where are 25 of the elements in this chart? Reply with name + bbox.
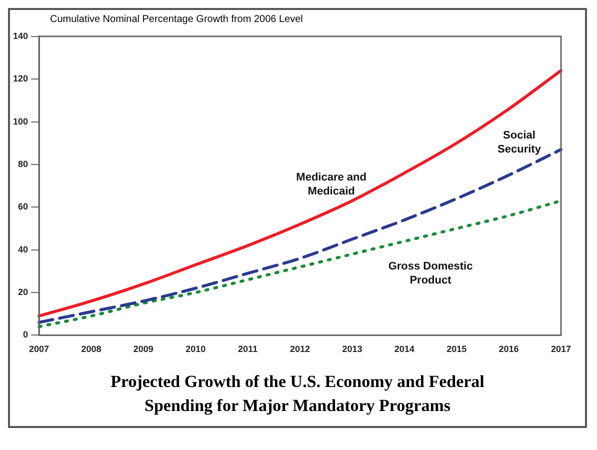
series-label: Social Security: [498, 129, 542, 156]
y-tick-label: 60: [18, 202, 28, 212]
series-label: Medicare and Medicaid: [296, 172, 366, 198]
x-tick-label: 2014: [394, 344, 414, 354]
y-tick-label: 40: [18, 244, 28, 254]
x-tick-label: 2017: [550, 344, 572, 354]
y-tick-label: 100: [12, 116, 28, 126]
y-axis-title: Cumulative Nominal Percentage Growth from 2006 Level: [50, 14, 304, 27]
x-tick-label: 2015: [446, 344, 467, 354]
x-tick-label: 2016: [498, 344, 519, 354]
y-tick-label: 120: [12, 74, 28, 84]
y-tick-label: 140: [12, 30, 28, 41]
y-tick-label: 80: [18, 158, 28, 169]
x-tick-label: 2009: [133, 344, 154, 354]
line-series: [38, 69, 562, 318]
text: Projected Growth of the U.S. Economy and Federal Spending for Major Mandatory Programs: [110, 371, 486, 417]
x-tick-label: 2010: [186, 344, 206, 354]
y-tick-label: 0: [23, 330, 28, 340]
y-tick-label: 20: [18, 287, 28, 297]
x-tick-label: 2013: [342, 344, 362, 354]
x-tick-label: 2012: [290, 344, 310, 354]
x-tick-label: 2011: [238, 344, 258, 354]
series-label: Gross Domestic Product: [388, 260, 473, 286]
x-tick-label: 2007: [29, 344, 50, 354]
x-tick-label: 2008: [81, 344, 102, 354]
